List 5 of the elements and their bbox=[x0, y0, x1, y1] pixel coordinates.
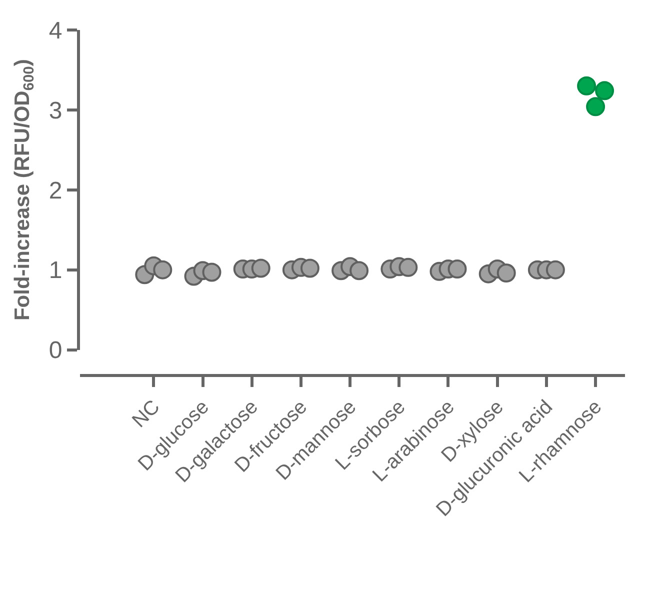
y-tick-label: 0 bbox=[48, 337, 62, 364]
y-tick-label: 4 bbox=[48, 17, 62, 44]
y-tick-label: 2 bbox=[48, 177, 62, 204]
y-tick-label: 1 bbox=[48, 257, 62, 284]
y-tick-label: 3 bbox=[48, 97, 62, 124]
